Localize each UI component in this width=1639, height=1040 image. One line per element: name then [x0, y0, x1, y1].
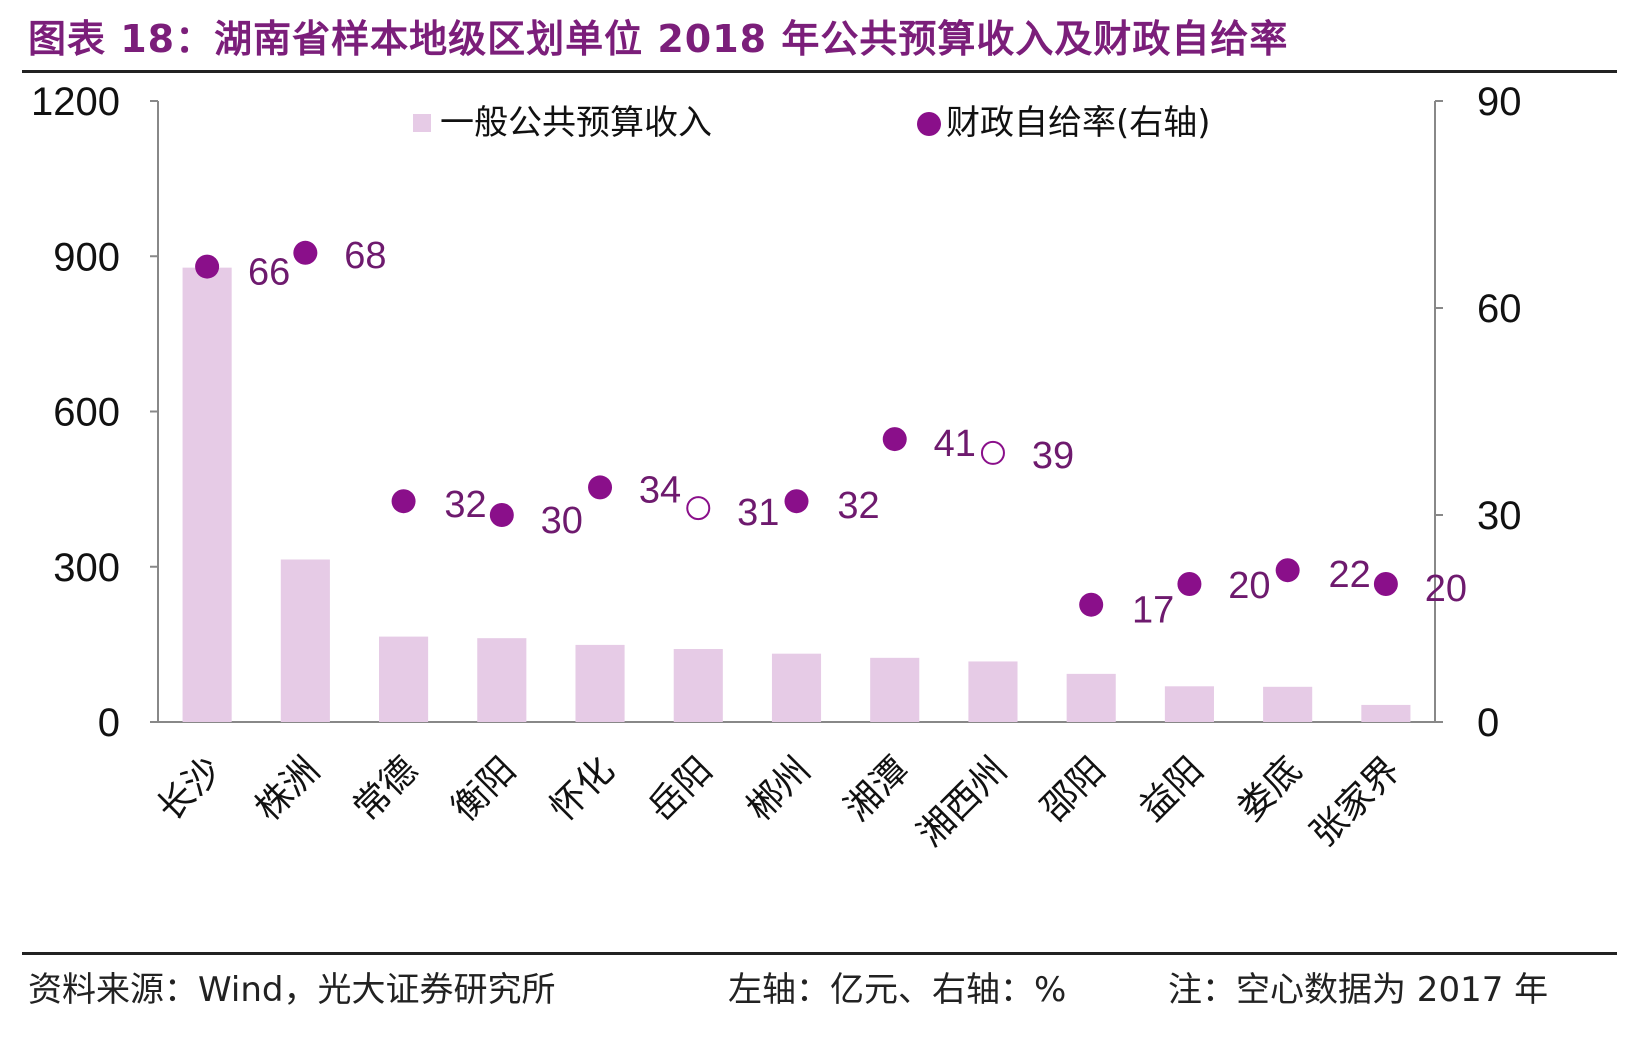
rate-dot — [1079, 592, 1104, 617]
footer-rule — [22, 952, 1617, 955]
right-tick-label: 60 — [1477, 287, 1522, 331]
rate-data-label: 39 — [1032, 435, 1074, 477]
left-tick-label: 0 — [98, 701, 120, 745]
chart-title: 图表 18：湖南省样本地级区划单位 2018 年公共预算收入及财政自给率 — [28, 17, 1289, 61]
rate-dot — [293, 240, 318, 265]
category-label: 湘潭 — [837, 749, 917, 829]
right-tick-label: 30 — [1477, 494, 1522, 538]
legend-label-bar: 一般公共预算收入 — [440, 103, 712, 143]
category-label: 常德 — [346, 749, 426, 829]
rate-dot — [195, 254, 220, 279]
right-tick-label: 0 — [1477, 701, 1499, 745]
bar-revenue — [379, 636, 429, 722]
rate-dot — [391, 489, 416, 514]
chart: 0 300 600 900 1200 0 30 60 90 66 68 32 30 34 31 32 41 39 1… — [31, 80, 1522, 855]
left-tick-label: 600 — [53, 391, 120, 435]
bar-revenue — [1263, 686, 1313, 722]
left-tick-label: 900 — [53, 235, 120, 279]
bar-revenue — [1066, 673, 1116, 722]
rate-dot-hollow — [686, 496, 711, 521]
bar-revenue — [477, 638, 527, 722]
legend-swatch-dot — [917, 112, 941, 136]
bar-revenue — [771, 653, 822, 722]
rate-dot — [784, 489, 809, 514]
rate-data-label: 17 — [1132, 590, 1174, 632]
left-tick-label: 1200 — [31, 80, 120, 124]
legend-label-dot: 财政自给率(右轴) — [946, 103, 1211, 143]
rate-data-label: 34 — [639, 469, 681, 511]
title-rule — [22, 70, 1617, 73]
rate-data-label: 41 — [934, 423, 976, 465]
rate-data-label: 32 — [444, 484, 486, 526]
bar-revenue — [968, 661, 1018, 722]
rate-data-label: 20 — [1228, 565, 1270, 607]
bar-revenue — [1164, 686, 1214, 722]
right-tick-label: 90 — [1477, 80, 1522, 124]
left-tick-label: 300 — [53, 546, 120, 590]
bar-revenue — [673, 649, 723, 722]
rate-dot — [1275, 558, 1300, 583]
category-label: 郴州 — [739, 749, 819, 829]
bar-revenue — [1361, 704, 1411, 722]
category-label: 益阳 — [1132, 749, 1212, 829]
category-label: 娄底 — [1230, 749, 1310, 829]
rate-data-label: 32 — [837, 485, 879, 527]
category-label: 株洲 — [248, 749, 328, 829]
rate-data-label: 30 — [541, 500, 583, 542]
category-label: 湘西州 — [910, 749, 1015, 854]
category-label: 岳阳 — [641, 749, 721, 829]
bar-revenue — [280, 559, 330, 722]
category-label: 长沙 — [150, 749, 230, 829]
rate-data-label: 22 — [1329, 554, 1371, 596]
rate-data-label: 31 — [737, 492, 779, 534]
bar-revenue — [182, 267, 232, 722]
category-label: 衡阳 — [444, 749, 524, 829]
category-label: 张家界 — [1303, 749, 1408, 854]
category-label: 邵阳 — [1034, 749, 1114, 829]
rate-dot-hollow — [980, 440, 1005, 465]
category-label: 怀化 — [542, 749, 622, 829]
footer-source: 资料来源：Wind，光大证券研究所 — [28, 970, 556, 1010]
rate-data-label: 68 — [344, 235, 386, 277]
rate-dot — [1373, 572, 1398, 596]
bar-revenue — [870, 657, 920, 722]
rate-dot — [489, 503, 514, 527]
rate-dot — [1177, 572, 1202, 596]
legend-swatch-bar — [413, 114, 431, 132]
footer-note: 注：空心数据为 2017 年 — [1168, 970, 1549, 1010]
rate-dot — [882, 427, 907, 452]
bar-revenue — [575, 644, 625, 722]
rate-dot — [588, 475, 613, 500]
footer-units: 左轴：亿元、右轴：% — [728, 970, 1067, 1010]
rate-data-label: 20 — [1425, 568, 1467, 610]
rate-data-label: 66 — [248, 252, 290, 294]
